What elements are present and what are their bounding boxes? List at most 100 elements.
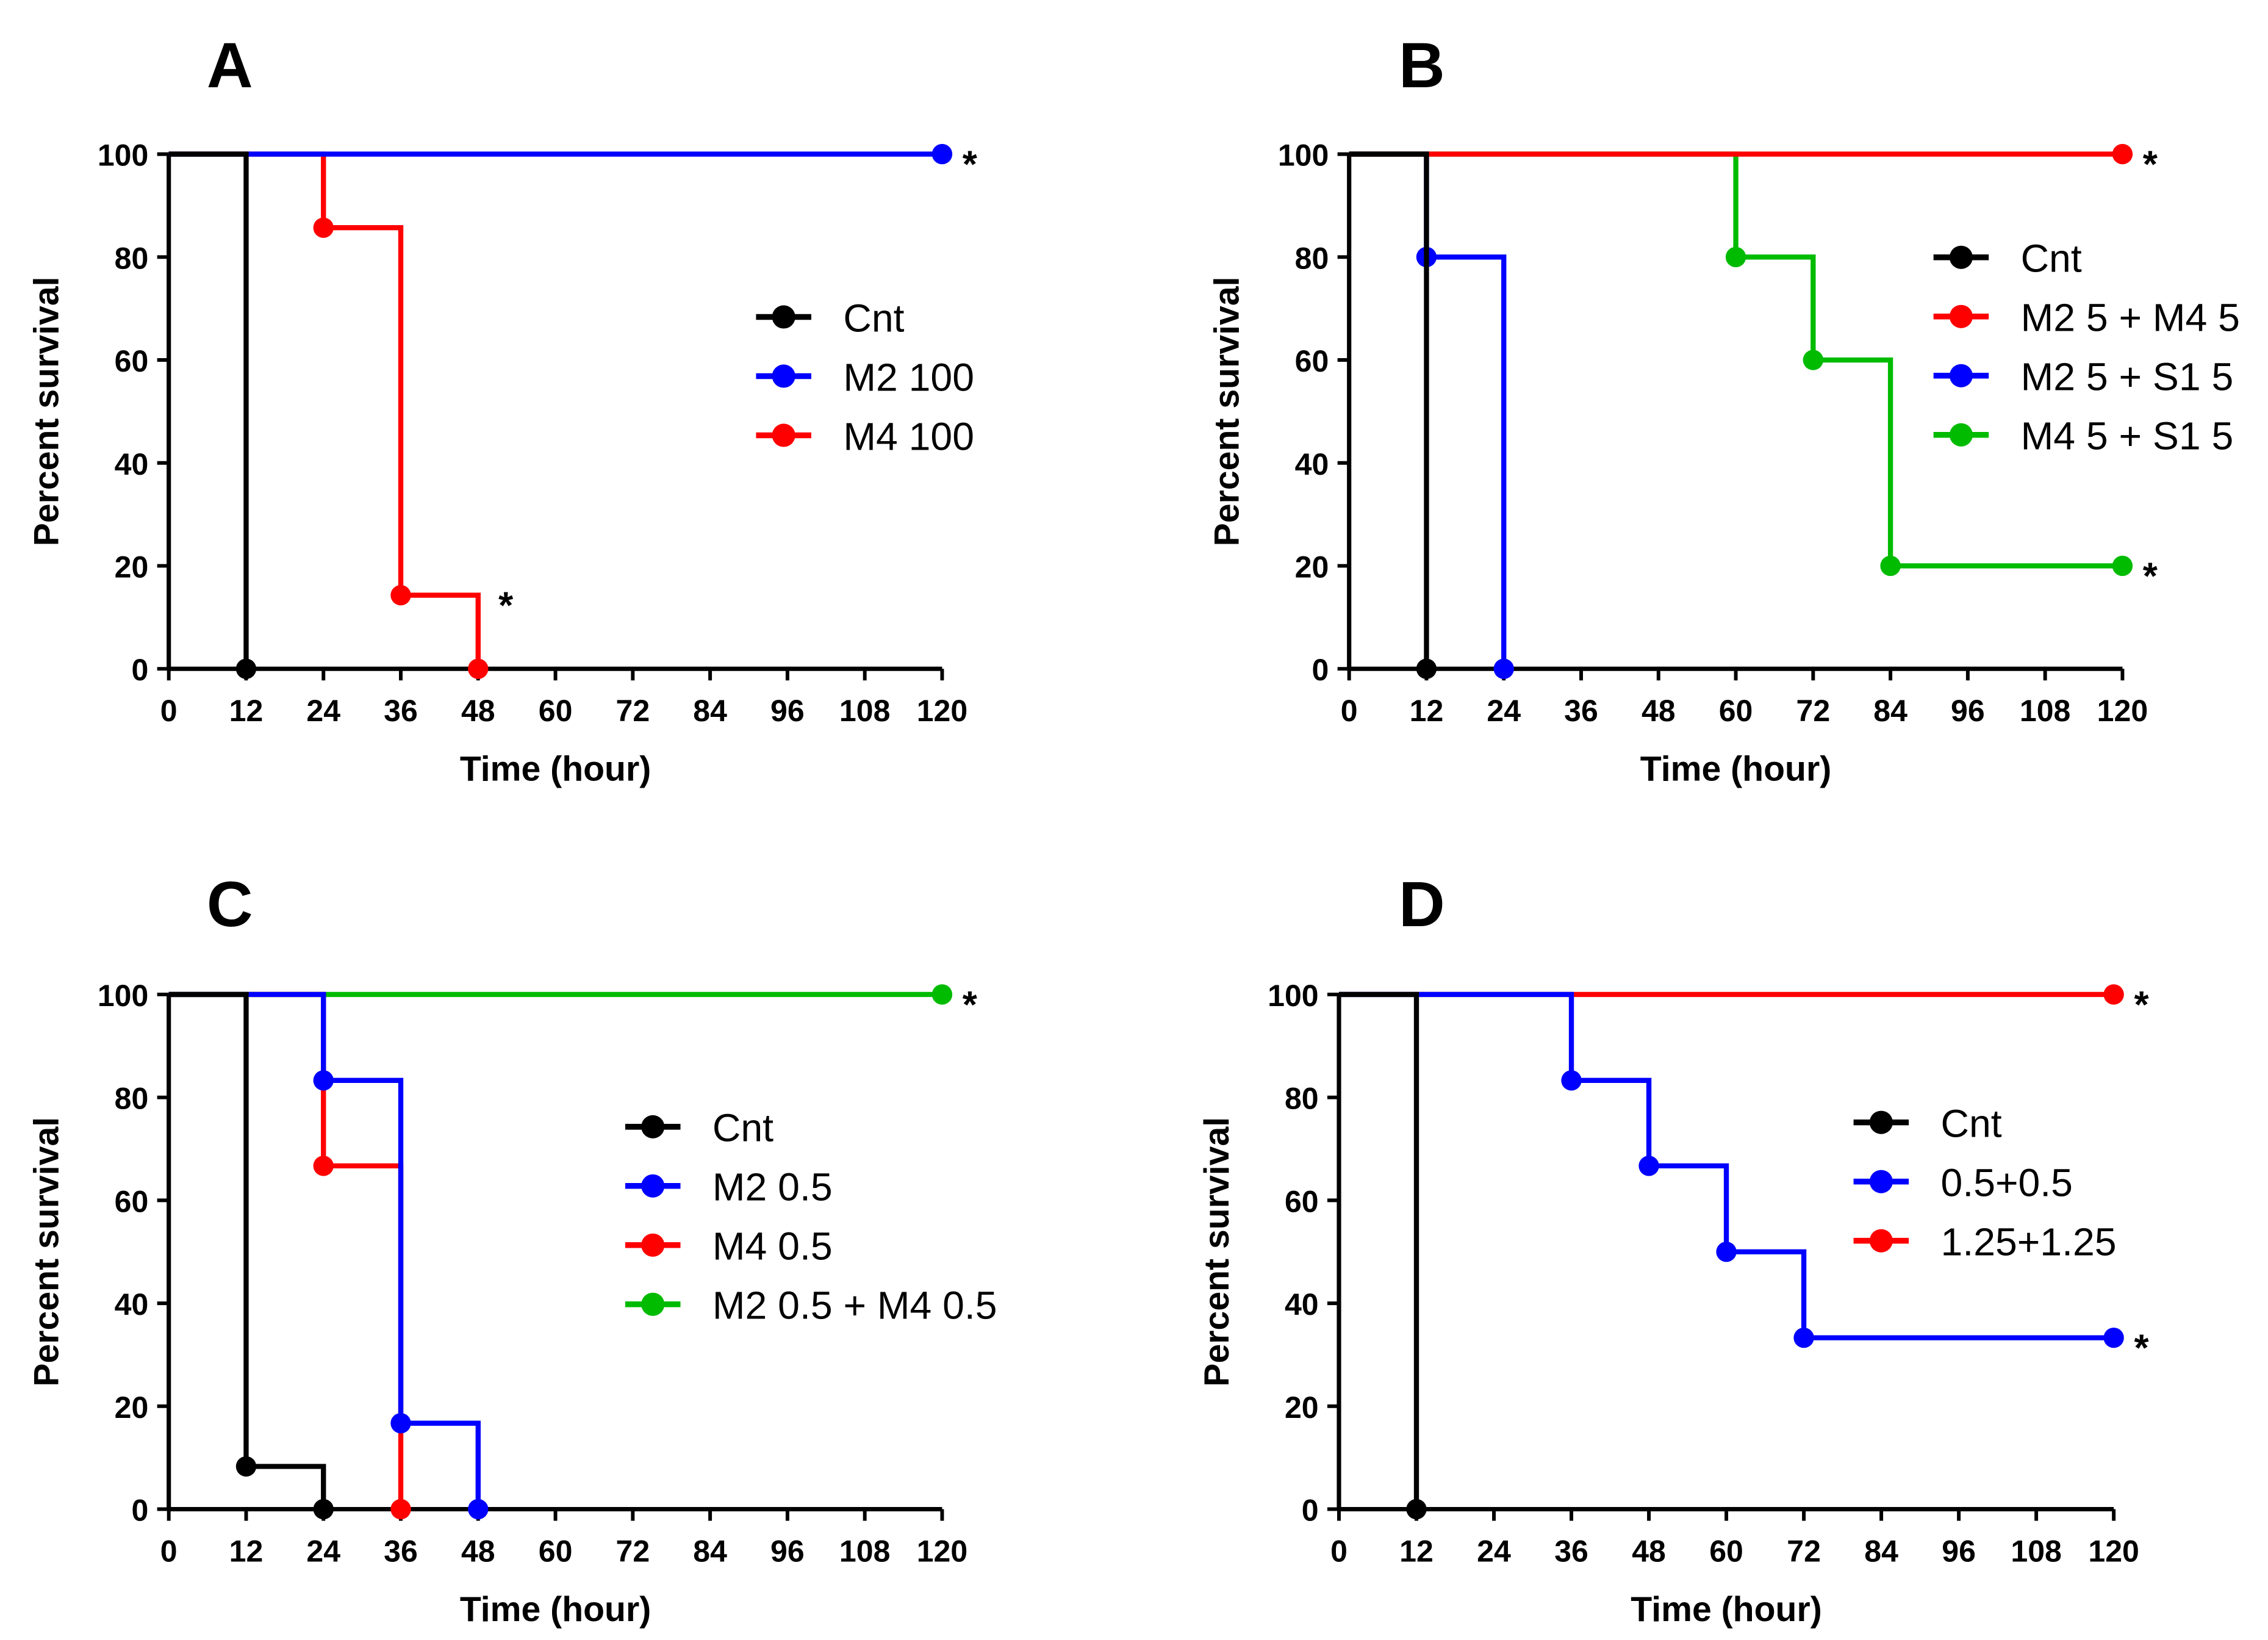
x-tick-label: 120 (2088, 1534, 2139, 1568)
x-tick-label: 96 (1942, 1534, 1976, 1568)
y-tick-label: 40 (1295, 447, 1329, 481)
legend-swatch-marker (1869, 1110, 1893, 1134)
x-tick-label: 12 (229, 694, 264, 728)
data-point (1638, 1156, 1659, 1176)
legend-swatch-marker (641, 1115, 665, 1138)
series-line (1349, 151, 1429, 669)
legend-label: M4 0.5 (712, 1225, 833, 1268)
series-m2-5-s1-5 (1349, 151, 1514, 679)
x-axis-label: Time (hour) (1631, 1590, 1821, 1629)
y-tick-label: 100 (1278, 138, 1329, 173)
x-tick-label: 36 (1554, 1534, 1588, 1568)
data-point (1493, 658, 1514, 679)
x-tick-label: 12 (1399, 1534, 1434, 1568)
series-line (1349, 151, 2123, 569)
x-tick-label: 72 (616, 1534, 650, 1568)
legend-swatch-marker (641, 1292, 665, 1316)
data-point (931, 984, 953, 1005)
legend-swatch-marker (1869, 1229, 1893, 1253)
x-tick-label: 0 (1330, 1534, 1348, 1568)
data-point (1793, 1327, 1814, 1348)
y-axis-label: Percent survival (1208, 276, 1247, 546)
y-tick-label: 80 (1295, 241, 1329, 275)
legend: Cnt M2 5 + M4 5 M2 5 + S1 5 M4 5 + S1 5 (1933, 237, 2240, 458)
legend-label: M2 0.5 (712, 1165, 833, 1209)
x-tick-label: 48 (1642, 694, 1676, 728)
data-point (1406, 1498, 1427, 1520)
x-tick-label: 36 (1564, 694, 1598, 728)
series-cnt (168, 991, 334, 1520)
y-tick-label: 20 (115, 550, 149, 584)
x-tick-label: 36 (384, 1534, 418, 1568)
x-tick-label: 24 (1487, 694, 1521, 728)
x-tick-label: 0 (160, 694, 178, 728)
series-1-25-1-25: * (1339, 984, 2149, 1026)
legend: Cnt 0.5+0.5 1.25+1.25 (1853, 1101, 2117, 1264)
x-tick-label: 84 (1873, 694, 1907, 728)
significance-asterisk: * (2134, 1328, 2149, 1370)
legend-label: Cnt (712, 1106, 773, 1150)
legend-swatch-marker (772, 423, 795, 447)
significance-asterisk: * (2134, 984, 2149, 1026)
legend-swatch-marker (772, 364, 795, 388)
series-m2-100: * (168, 144, 978, 186)
x-tick-label: 84 (693, 1534, 727, 1568)
x-axis-label: Time (hour) (460, 1590, 651, 1629)
data-point (2112, 555, 2133, 577)
y-tick-label: 0 (132, 1494, 149, 1528)
x-tick-label: 108 (2020, 694, 2070, 728)
x-tick-label: 60 (1709, 1534, 1743, 1568)
panel-letter: B (1399, 30, 1445, 101)
series-m2-5-m4-5: * (1349, 144, 2158, 186)
data-point (1803, 350, 1824, 370)
legend-swatch-marker (772, 305, 795, 329)
x-tick-label: 60 (539, 1534, 573, 1568)
legend-swatch-marker (1949, 304, 1973, 328)
y-tick-label: 40 (115, 1287, 149, 1322)
x-tick-label: 60 (1719, 694, 1753, 728)
significance-asterisk: * (2143, 556, 2158, 598)
legend-label: M2 100 (843, 355, 974, 399)
data-point (390, 584, 411, 606)
y-tick-label: 80 (115, 1082, 149, 1116)
x-tick-label: 24 (1477, 1534, 1511, 1568)
x-tick-label: 120 (917, 694, 967, 728)
y-tick-label: 20 (1285, 1390, 1319, 1425)
data-point (1561, 1070, 1582, 1091)
y-tick-label: 0 (1302, 1494, 1319, 1528)
series-line (168, 991, 481, 1509)
x-tick-label: 48 (1632, 1534, 1666, 1568)
legend-label: M2 5 + S1 5 (2021, 355, 2234, 399)
legend-label: M4 100 (843, 414, 974, 458)
legend-label: 1.25+1.25 (1941, 1220, 2117, 1264)
legend-label: Cnt (2021, 237, 2082, 281)
data-point (313, 1070, 334, 1091)
y-tick-label: 60 (1285, 1184, 1319, 1218)
y-tick-label: 60 (115, 1184, 149, 1218)
x-tick-label: 96 (1951, 694, 1985, 728)
series-line (168, 991, 404, 1509)
y-tick-label: 60 (115, 344, 149, 378)
series-line (1339, 991, 1419, 1509)
data-point (313, 1156, 334, 1176)
legend-label: Cnt (843, 296, 904, 340)
panel-b: B 0 12 24 36 48 60 72 84 96 108 120 0 20 40 60 80 100 Time… (1208, 30, 2240, 789)
legend: Cnt M2 100 M4 100 (756, 296, 974, 458)
legend-label: M2 5 + M4 5 (2021, 296, 2240, 340)
data-point (1416, 658, 1437, 679)
series-cnt (1339, 991, 1427, 1520)
legend-label: M4 5 + S1 5 (2021, 414, 2234, 458)
panel-letter: D (1399, 869, 1445, 940)
data-point (313, 1498, 334, 1520)
x-tick-label: 48 (461, 1534, 495, 1568)
data-point (313, 217, 334, 238)
data-point (468, 658, 489, 679)
legend-swatch-marker (1869, 1170, 1893, 1193)
y-tick-label: 40 (1285, 1287, 1319, 1322)
y-tick-label: 20 (1295, 550, 1329, 584)
significance-asterisk: * (498, 585, 514, 627)
data-point (390, 1498, 411, 1520)
significance-asterisk: * (963, 144, 978, 186)
legend-swatch-marker (1949, 423, 1973, 447)
legend-swatch-marker (641, 1174, 665, 1198)
